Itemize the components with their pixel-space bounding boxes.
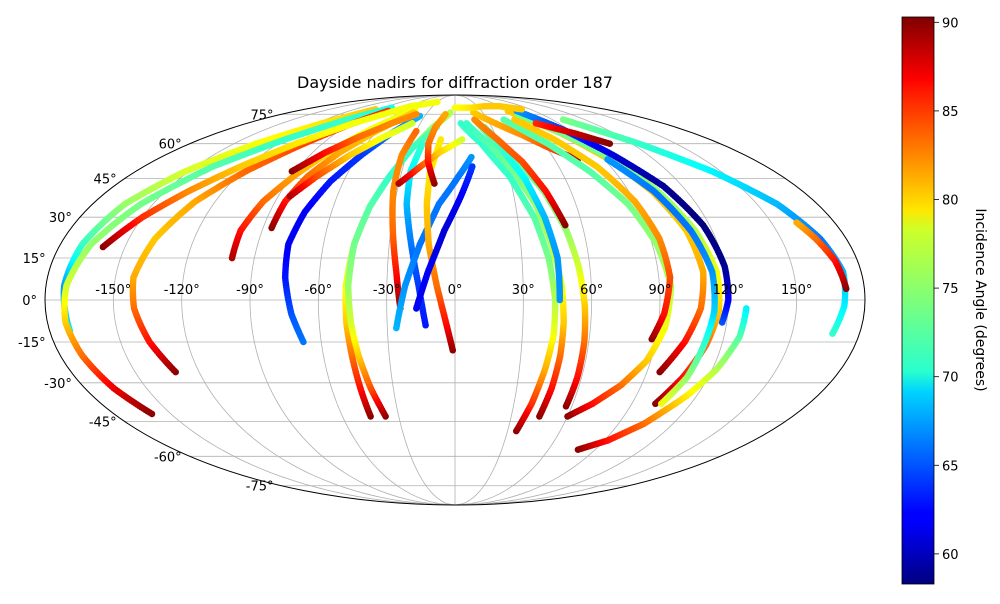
colorbar-tick-label: 85 [942,105,959,120]
y-tick-label: 0° [22,294,37,309]
data-points [60,98,850,453]
data-point [442,110,449,118]
colorbar-tick-label: 80 [942,194,959,209]
data-point [606,140,614,148]
x-tick-label: 120° [713,283,744,298]
y-tick-label: -60° [154,450,182,465]
colorbar-ticks: 60 65 70 75 80 85 90 [934,16,959,563]
y-tick-label: -30° [44,377,72,392]
colorbar-tick-label: 60 [942,548,959,563]
y-tick-label: 15° [23,252,46,267]
data-point [468,153,475,161]
data-point [500,116,507,123]
data-point [434,98,441,106]
x-tick-label: 30° [512,283,535,298]
y-tick-label: 60° [159,138,182,153]
data-point [743,305,750,312]
colorbar-tick-label: 65 [942,459,959,474]
data-point [419,140,426,148]
x-tick-label: 150° [781,283,812,298]
x-tick-label: -60° [304,283,332,298]
y-tick-label: 30° [49,211,72,226]
x-tick-label: -150° [95,283,131,298]
x-tick-label: 90° [648,283,671,298]
y-tick-label: -45° [89,415,117,430]
y-tick-label: -15° [18,336,46,351]
x-tick-label: 0° [448,283,463,298]
x-tick-label: -120° [164,283,200,298]
y-tick-label: -75° [246,480,274,495]
chart-title: Dayside nadirs for diffraction order 187 [297,73,613,92]
colorbar: 60 65 70 75 80 85 90 Incidence Angle (degrees) [901,16,988,585]
x-tick-label: -30° [373,283,401,298]
data-point [793,219,800,226]
data-point [457,120,465,127]
data-point [604,156,611,163]
colorbar-tick-label: 90 [942,16,959,31]
data-point [463,120,470,127]
graticule [45,95,865,505]
data-point [437,136,445,143]
colorbar-label: Incidence Angle (degrees) [972,208,988,391]
x-tick-label: 60° [580,283,603,298]
colorbar-tick-label: 75 [942,282,959,297]
colorbar-tick-label: 70 [942,371,959,386]
data-point [408,120,416,127]
y-tick-label: 75° [250,108,273,123]
x-tick-label: -90° [236,283,264,298]
colorbar-gradient [901,16,935,585]
data-point [559,116,567,123]
data-point [458,136,466,143]
data-point [412,127,420,135]
data-point [413,110,420,118]
data-point [518,105,526,113]
data-point [468,163,476,170]
y-tick-label: 45° [94,173,117,188]
